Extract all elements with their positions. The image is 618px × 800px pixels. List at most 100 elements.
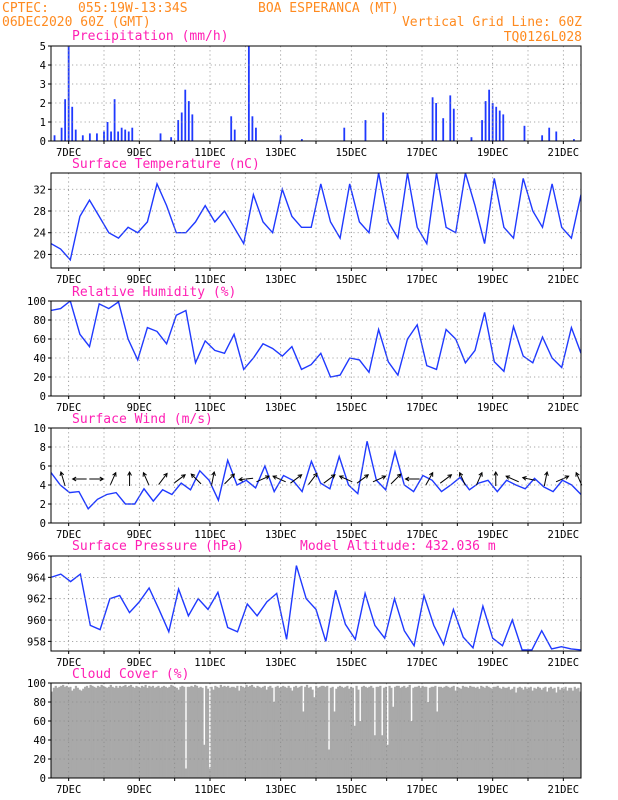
cloud-bar [304, 686, 307, 778]
cloud-bar [432, 686, 435, 778]
cloud-bar [469, 685, 472, 778]
cloud-bar [531, 690, 534, 778]
cloud-bar [313, 697, 316, 778]
precip-bar [110, 131, 112, 141]
precip-bar [120, 127, 123, 141]
cloud-bar [63, 686, 67, 778]
cloud-bar [447, 686, 450, 778]
cloud-bar [142, 686, 145, 778]
cloud-bar [107, 686, 111, 778]
cloud-bar [98, 686, 101, 778]
precip-bar [431, 97, 434, 141]
cloud-bar [289, 687, 292, 778]
precip-bar [113, 99, 116, 141]
wind-arrow-head [297, 474, 303, 479]
cloud-bar [522, 689, 525, 778]
cloud-bar [571, 690, 575, 778]
cloud-bar [250, 684, 254, 778]
cloud-bar [573, 686, 576, 778]
cloud-bar [338, 685, 342, 778]
wind-arrow-head [313, 472, 318, 478]
cloud-bar [381, 735, 384, 778]
cloud-bar [181, 685, 184, 778]
cloud-bar [503, 687, 507, 778]
cloud-bar [291, 690, 294, 778]
cloud-bar [179, 686, 182, 778]
wind-arrow-head [338, 475, 344, 480]
wind-xtick-label: 7DEC [56, 529, 81, 541]
wind-arrow-head [265, 475, 270, 480]
precip-bar [81, 135, 84, 141]
cloud-bar [62, 684, 65, 778]
wind-arrow-head [163, 472, 168, 478]
cloud-cover-data [51, 684, 581, 778]
cloud-bar [173, 686, 177, 778]
precip-bar [573, 139, 575, 141]
cloud-bar [162, 685, 166, 778]
humidity-title: Relative Humidity (%) [72, 285, 236, 300]
cloud-bar [348, 688, 351, 778]
cloud-bar [192, 686, 195, 778]
precip-bar [449, 95, 452, 141]
cloud-bar [271, 687, 274, 778]
cloud-bar [276, 685, 279, 778]
precip-bar [71, 106, 74, 141]
cloud-bar [366, 687, 369, 778]
cloud-bar [210, 686, 213, 778]
cloud-bar [448, 687, 452, 778]
cloud-bar [481, 686, 485, 778]
cloud-bar [564, 686, 567, 778]
cloud-bar [282, 685, 285, 778]
cloud-bar [51, 691, 54, 778]
cloud-bar [76, 687, 79, 778]
cloud-bar [540, 689, 543, 778]
humidity-panel: Relative Humidity (%) 0 20 40 60 80 100 7DEC 9DE… [27, 285, 582, 414]
precip-bar [495, 106, 498, 141]
cloud-bar [544, 686, 547, 778]
wind-arrow-head [458, 471, 464, 477]
cloud-bar [120, 686, 123, 778]
cloud-cover-ytick-label: 20 [33, 754, 46, 766]
cloud-bar [261, 686, 265, 778]
cloud-bar [445, 685, 448, 778]
cloud-bar [333, 711, 336, 778]
cloud-bar [118, 685, 122, 778]
precip-bar [180, 112, 183, 141]
cloud-bar [54, 685, 57, 778]
precipitation-xtick-label: 15DEC [336, 147, 368, 159]
cloud-bar [505, 687, 509, 778]
wind-ytick-label: 2 [40, 499, 46, 511]
precipitation-ytick-label: 0 [40, 136, 46, 148]
wind-arrow-head [238, 477, 243, 482]
cloud-bar [243, 687, 246, 778]
precip-bar [191, 114, 194, 141]
cloud-bar [470, 686, 474, 778]
cloud-bar [406, 686, 410, 778]
wind-xtick-label: 17DEC [406, 529, 438, 541]
cloud-bar [183, 686, 186, 778]
cloud-bar [311, 689, 314, 778]
humidity-ytick-label: 100 [27, 296, 46, 308]
cloud-bar [355, 685, 358, 778]
cloud-bar [370, 685, 373, 778]
humidity-ytick-label: 60 [33, 334, 46, 346]
cloud-bar [186, 686, 189, 778]
cloud-bar [390, 687, 393, 778]
cloud-bar [458, 687, 461, 778]
precipitation-xtick-label: 19DEC [477, 147, 509, 159]
wind-arrow [459, 472, 466, 486]
cloud-bar [128, 685, 131, 778]
cloud-bar [465, 686, 468, 778]
cloud-bar [71, 690, 74, 778]
wind-xtick-label: 13DEC [265, 529, 297, 541]
precip-bar [88, 133, 91, 141]
cloud-bar [542, 687, 545, 778]
cloud-bar [100, 684, 103, 778]
temperature-ytick-label: 20 [33, 249, 46, 261]
precip-bar [170, 137, 173, 141]
cloud-bar [137, 686, 140, 778]
cloud-bar [414, 686, 417, 778]
wind-arrow-head [447, 474, 453, 479]
cloud-bar [560, 687, 564, 778]
cloud-bar [426, 702, 430, 778]
